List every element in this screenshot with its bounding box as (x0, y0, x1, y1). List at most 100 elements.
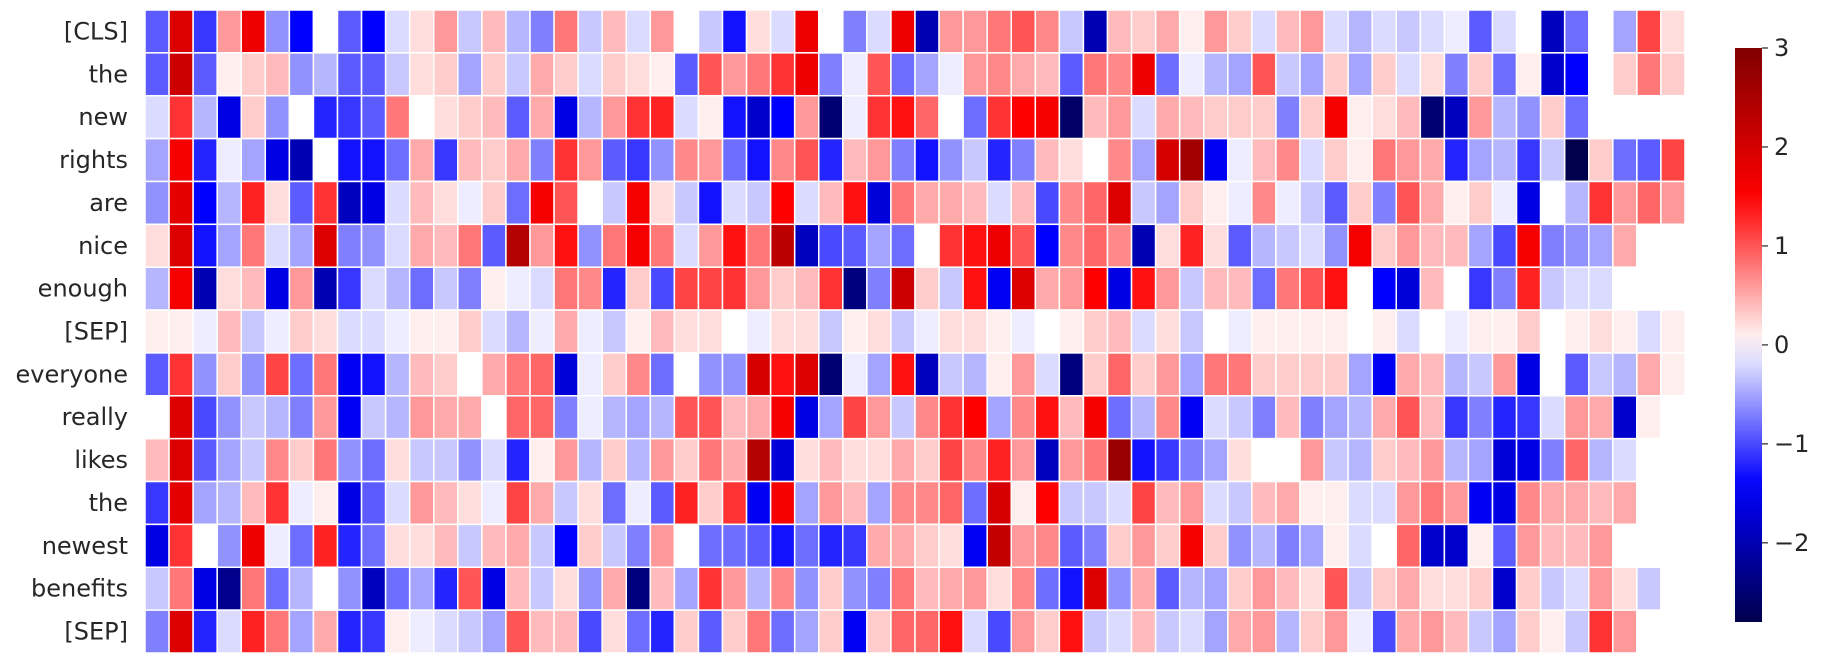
heatmap-cell (962, 609, 988, 654)
heatmap-cell (938, 309, 964, 354)
heatmap-cell (408, 523, 435, 569)
heatmap-cell (890, 52, 916, 97)
heatmap-cell (1154, 9, 1181, 54)
heatmap-cell (288, 352, 315, 397)
heatmap-cell (1491, 395, 1518, 440)
heatmap-cell (866, 180, 892, 226)
heatmap-cell (601, 566, 628, 611)
heatmap-cell (1467, 137, 1494, 183)
heatmap-cell (1515, 395, 1542, 440)
heatmap-cell (1395, 437, 1422, 483)
heatmap-cell (793, 266, 820, 311)
heatmap-cell (962, 480, 988, 526)
heatmap-cell (1491, 523, 1518, 569)
heatmap-cell (1203, 137, 1229, 183)
heatmap-cell (1034, 480, 1061, 526)
heatmap-cell (1058, 309, 1085, 354)
heatmap-cell (818, 266, 844, 311)
heatmap-cell (1467, 523, 1494, 569)
heatmap-cell (505, 52, 531, 97)
heatmap-cell (1203, 437, 1229, 483)
heatmap-cell (288, 566, 315, 611)
heatmap-cell (577, 609, 603, 654)
heatmap-cell (1443, 309, 1470, 354)
heatmap-cell (1058, 480, 1085, 526)
heatmap-cell (1058, 352, 1085, 397)
heatmap-cell (1323, 180, 1349, 226)
heatmap-cell (697, 523, 724, 569)
heatmap-cell (938, 566, 964, 611)
row-label: enough (38, 275, 128, 303)
heatmap-cell (697, 609, 724, 654)
heatmap-cell (818, 137, 844, 183)
heatmap-cell (1082, 94, 1109, 140)
heatmap-cell (240, 137, 267, 183)
heatmap-cell (481, 395, 507, 440)
heatmap-cell (625, 395, 652, 440)
heatmap-cell (697, 566, 724, 611)
heatmap-cells (144, 9, 1686, 654)
heatmap-cell (1467, 352, 1494, 397)
heatmap-cell (1299, 352, 1325, 397)
heatmap-cell (1612, 180, 1638, 226)
heatmap-cell (673, 266, 700, 311)
heatmap-cell (1395, 609, 1422, 654)
heatmap-cell (1010, 609, 1037, 654)
row-label: nice (78, 232, 128, 260)
heatmap-cell (264, 94, 291, 140)
heatmap-cell (384, 523, 411, 569)
heatmap-cell (384, 94, 411, 140)
heatmap-cell (1227, 566, 1253, 611)
heatmap-cell (1563, 52, 1590, 97)
heatmap-cell (1371, 395, 1397, 440)
heatmap-cell (360, 180, 387, 226)
row-labels: [CLS] the new rights are nice enough [SEP] every… (16, 17, 128, 645)
heatmap-cell (1178, 223, 1205, 268)
heatmap-cell (384, 266, 411, 311)
heatmap-cell (962, 395, 988, 440)
heatmap-cell (721, 94, 748, 140)
heatmap-cell (1106, 437, 1133, 483)
heatmap-cell (577, 566, 603, 611)
heatmap-cell (1251, 137, 1277, 183)
heatmap-cell (793, 137, 820, 183)
heatmap-cell (1588, 437, 1614, 483)
heatmap-cell (336, 137, 363, 183)
heatmap-cell (1106, 94, 1133, 140)
heatmap-cell (769, 180, 796, 226)
heatmap-cell (721, 52, 748, 97)
heatmap-cell (649, 180, 676, 226)
heatmap-cell (481, 137, 507, 183)
heatmap-cell (288, 223, 315, 268)
heatmap-cell (842, 523, 868, 569)
heatmap-cell (288, 137, 315, 183)
heatmap-cell (505, 266, 531, 311)
heatmap-cell (1178, 566, 1205, 611)
heatmap-cell (433, 523, 459, 569)
heatmap-cell (529, 609, 555, 654)
heatmap-cell (1275, 223, 1301, 268)
heatmap-cell (144, 223, 170, 268)
heatmap-cell (1323, 309, 1349, 354)
heatmap-cell (1323, 395, 1349, 440)
row-label: the (89, 60, 128, 88)
heatmap-cell (697, 437, 724, 483)
heatmap-cell (1539, 52, 1566, 97)
heatmap-cell (1227, 395, 1253, 440)
heatmap-cell (264, 223, 291, 268)
heatmap-cell (577, 137, 603, 183)
row-label: newest (42, 532, 128, 560)
heatmap-cell (216, 223, 243, 268)
heatmap-cell (192, 480, 218, 526)
heatmap-cell (505, 180, 531, 226)
heatmap-cell (1636, 94, 1662, 140)
heatmap-cell (168, 566, 194, 611)
heatmap-cell (1347, 52, 1373, 97)
heatmap-cell (1539, 180, 1566, 226)
heatmap-cell (842, 566, 868, 611)
heatmap-cell (1395, 352, 1422, 397)
heatmap-cell (890, 223, 916, 268)
heatmap-cell (697, 309, 724, 354)
heatmap-cell (1612, 52, 1638, 97)
heatmap-cell (914, 52, 940, 97)
